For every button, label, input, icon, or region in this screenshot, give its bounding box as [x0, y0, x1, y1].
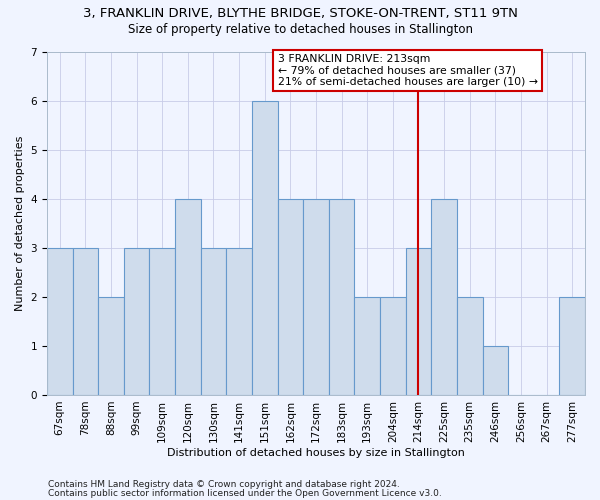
Bar [200, 248, 226, 395]
Bar [355, 297, 380, 395]
Bar [252, 100, 278, 395]
Text: Contains public sector information licensed under the Open Government Licence v3: Contains public sector information licen… [48, 488, 442, 498]
Bar [149, 248, 175, 395]
Bar [226, 248, 252, 395]
Bar [303, 198, 329, 395]
Text: 3, FRANKLIN DRIVE, BLYTHE BRIDGE, STOKE-ON-TRENT, ST11 9TN: 3, FRANKLIN DRIVE, BLYTHE BRIDGE, STOKE-… [83, 8, 517, 20]
Bar [73, 248, 98, 395]
Bar [380, 297, 406, 395]
Bar [124, 248, 149, 395]
X-axis label: Distribution of detached houses by size in Stallington: Distribution of detached houses by size … [167, 448, 465, 458]
Text: Contains HM Land Registry data © Crown copyright and database right 2024.: Contains HM Land Registry data © Crown c… [48, 480, 400, 489]
Bar [559, 297, 585, 395]
Y-axis label: Number of detached properties: Number of detached properties [15, 136, 25, 311]
Bar [431, 198, 457, 395]
Text: Size of property relative to detached houses in Stallington: Size of property relative to detached ho… [128, 22, 473, 36]
Bar [278, 198, 303, 395]
Bar [98, 297, 124, 395]
Bar [482, 346, 508, 395]
Bar [47, 248, 73, 395]
Bar [329, 198, 355, 395]
Bar [175, 198, 200, 395]
Text: 3 FRANKLIN DRIVE: 213sqm
← 79% of detached houses are smaller (37)
21% of semi-d: 3 FRANKLIN DRIVE: 213sqm ← 79% of detach… [278, 54, 538, 87]
Bar [457, 297, 482, 395]
Bar [406, 248, 431, 395]
